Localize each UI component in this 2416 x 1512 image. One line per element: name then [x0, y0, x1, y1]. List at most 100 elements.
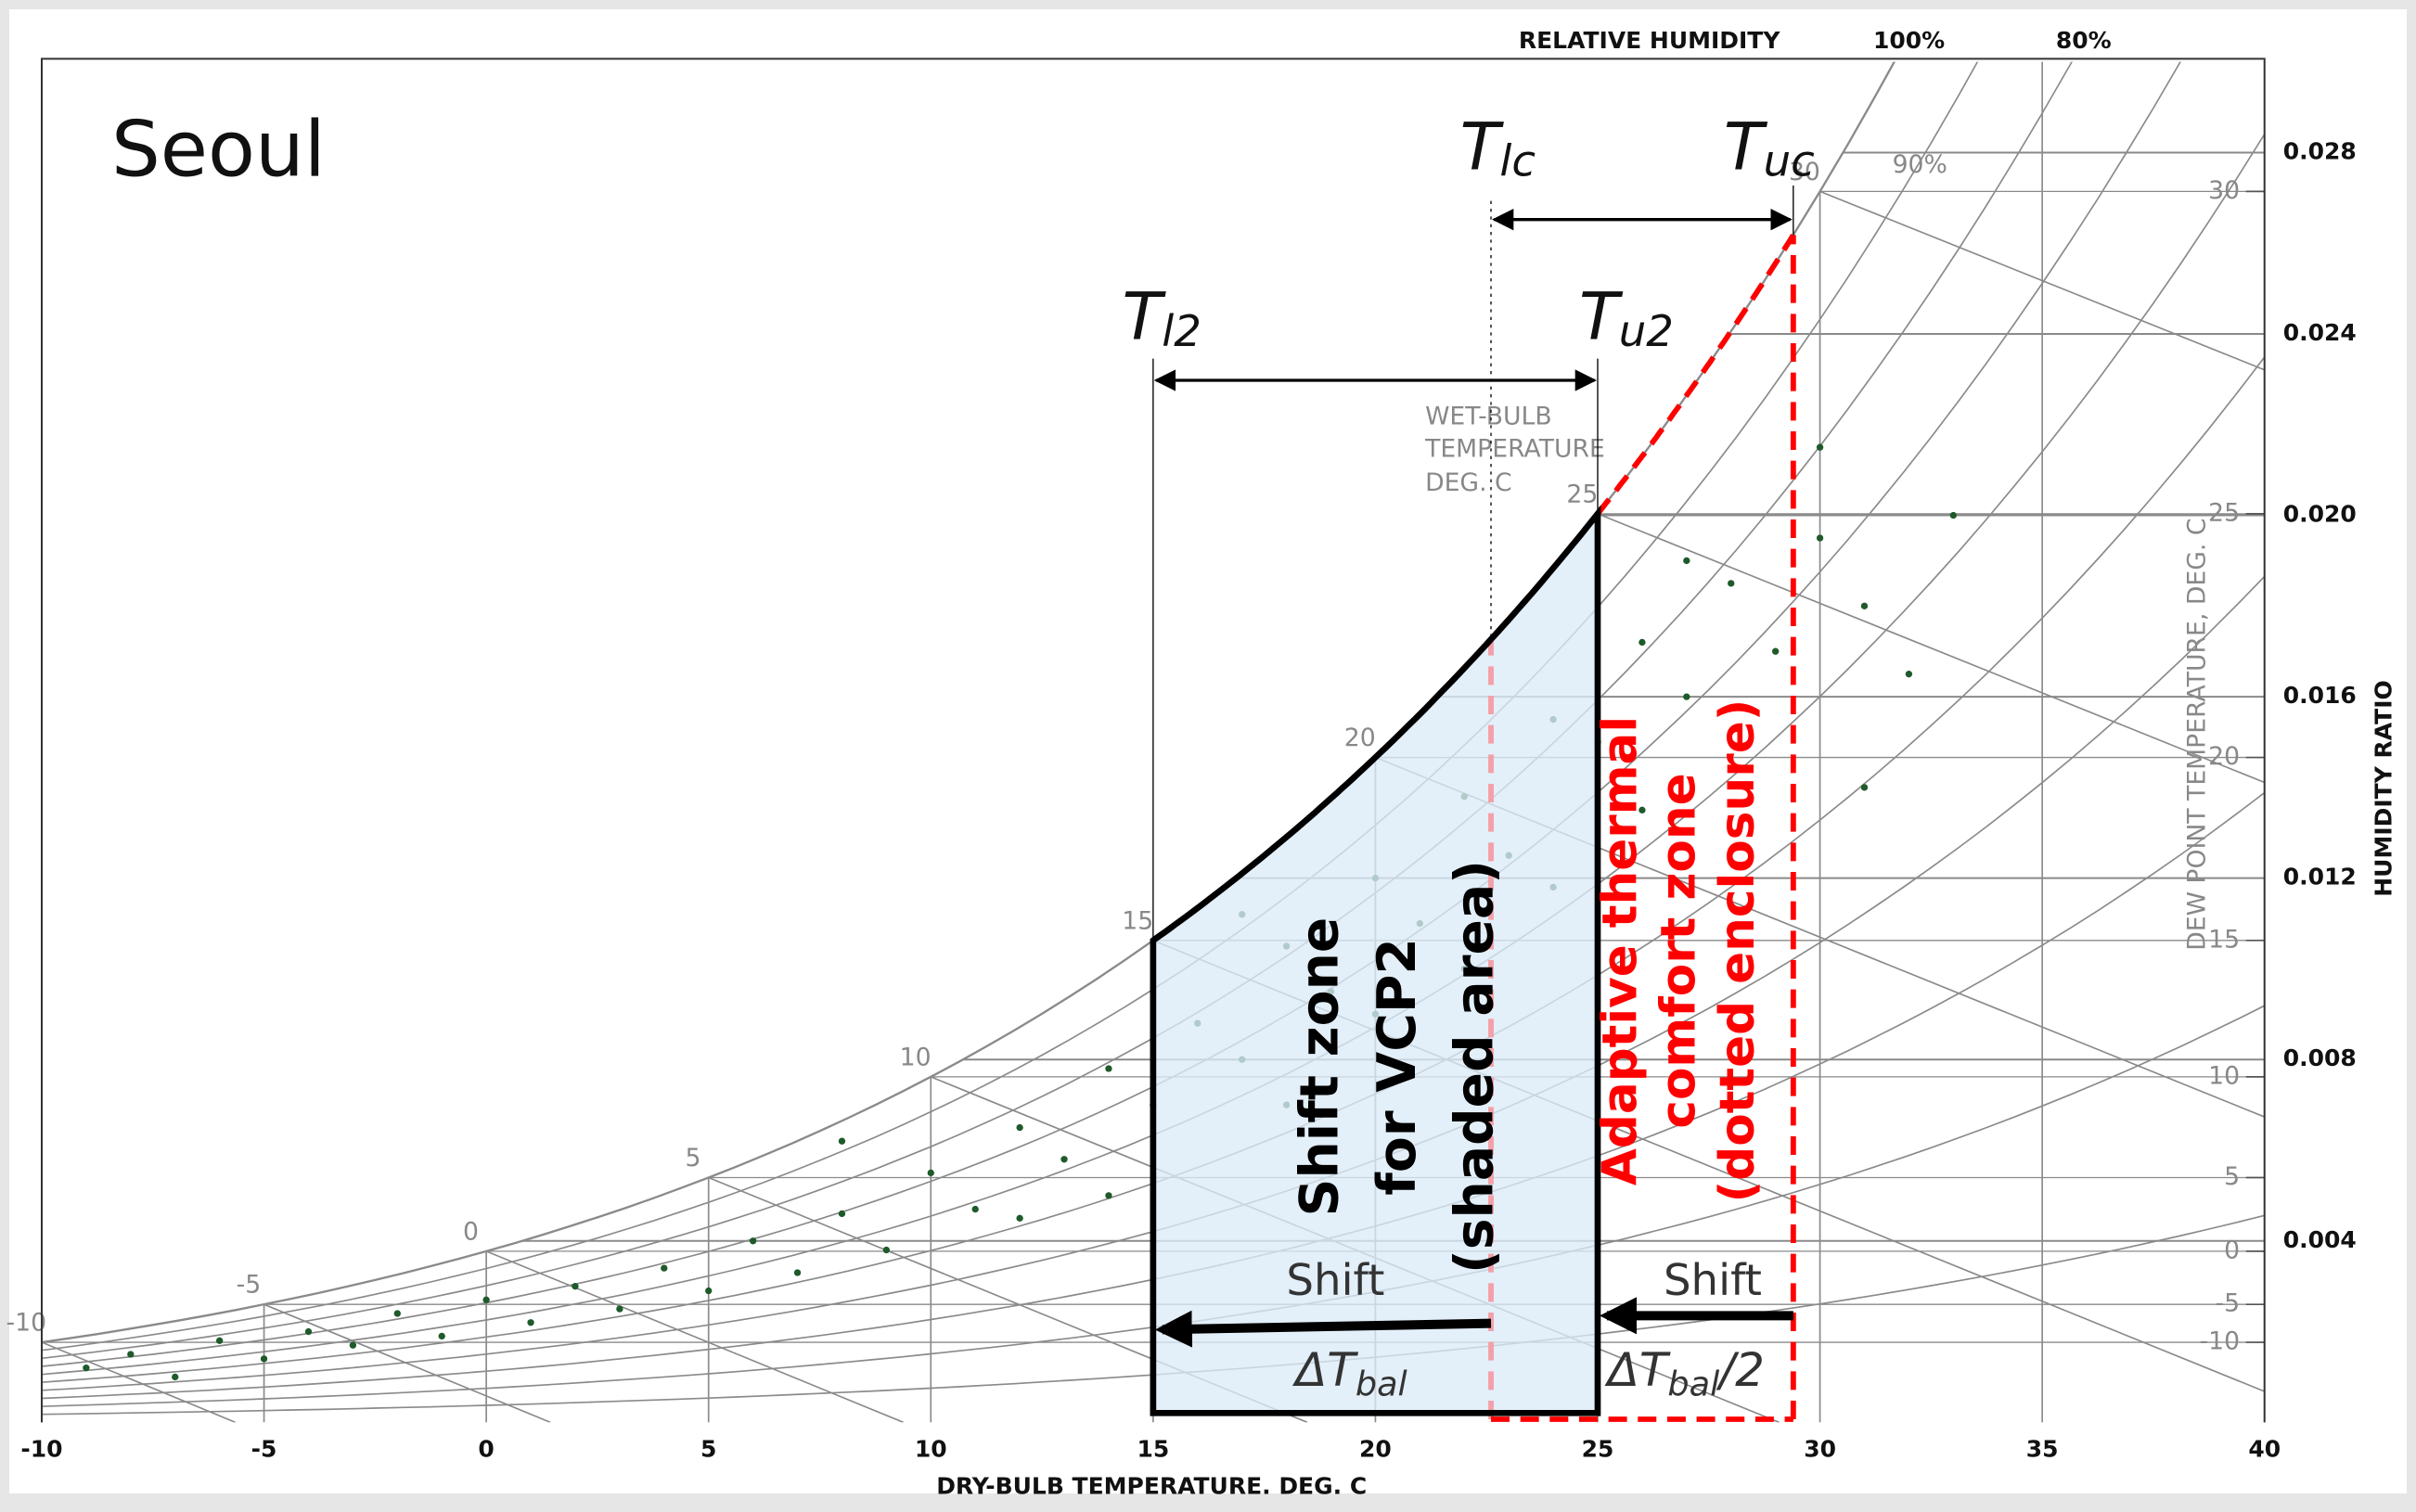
data-point — [260, 1355, 268, 1363]
delta-sub: bal — [1356, 1364, 1407, 1403]
x-tick-label: 20 — [1359, 1435, 1392, 1462]
rh-label: 90% — [1893, 150, 1947, 179]
rh-label: 80% — [2056, 27, 2112, 54]
x-tick-label: -5 — [251, 1435, 277, 1462]
delta-suffix: /2 — [1716, 1342, 1765, 1396]
y-tick-label: 0.012 — [2283, 864, 2357, 891]
wet-bulb-label: -10 — [6, 1309, 47, 1338]
delta-main: ΔT — [1292, 1342, 1358, 1396]
chart-title: Seoul — [111, 105, 326, 195]
comfort-zone-label: (dotted enclosure) — [1710, 699, 1766, 1203]
data-point — [1949, 511, 1957, 519]
data-point — [1639, 806, 1646, 814]
data-point — [927, 1169, 934, 1177]
rh-title: RELATIVE HUMIDITY — [1519, 27, 1780, 54]
wet-bulb-label: 15 — [1122, 906, 1153, 935]
limit-label: Tuc — [1724, 109, 1815, 186]
data-point — [172, 1373, 179, 1381]
data-point — [838, 1210, 846, 1218]
limit-label-sub: lc — [1499, 136, 1536, 186]
wet-bulb-line — [41, 1341, 237, 1423]
wet-bulb-line — [263, 1303, 551, 1423]
shift-zone-label: for VCP2 — [1367, 938, 1428, 1196]
y2-axis-label: DEW POINT TEMPERATURE, DEG. C — [2183, 519, 2212, 951]
y-tick-label: 0.008 — [2283, 1044, 2357, 1071]
data-point — [393, 1310, 401, 1317]
data-point — [127, 1351, 135, 1358]
data-point — [1105, 1192, 1112, 1199]
data-point — [1728, 580, 1735, 587]
data-point — [304, 1327, 313, 1336]
comfort-zone-label: Adaptive thermal — [1592, 716, 1648, 1185]
y-tick-label: 0.016 — [2283, 682, 2357, 709]
data-point — [705, 1287, 713, 1295]
limit-label-main: T — [1123, 279, 1167, 355]
wet-bulb-title: WET-BULB — [1425, 402, 1552, 430]
x-tick-label: 30 — [1804, 1435, 1836, 1462]
limit-label-sub: u2 — [1619, 306, 1674, 356]
y-axis-label: HUMIDITY RATIO — [2371, 680, 2397, 896]
data-point — [1016, 1123, 1023, 1132]
data-point — [215, 1337, 224, 1344]
wet-bulb-line — [485, 1250, 904, 1423]
y2-tick-label: 30 — [2208, 176, 2240, 205]
limit-label-sub: uc — [1764, 136, 1815, 186]
x-tick-label: 10 — [915, 1435, 947, 1462]
limit-label-main: T — [1579, 279, 1624, 355]
shift-zone-outline — [1150, 505, 1601, 1416]
data-point — [1905, 671, 1913, 678]
limit-label-main: T — [1460, 109, 1505, 185]
shift-zone-label: Shift zone — [1290, 917, 1351, 1217]
data-point — [527, 1319, 534, 1326]
limit-label: Tu2 — [1579, 279, 1674, 357]
data-point — [882, 1246, 891, 1254]
rh-label: 100% — [1873, 27, 1945, 54]
wet-bulb-label: 10 — [900, 1043, 932, 1071]
data-point — [661, 1264, 668, 1272]
comfort-top — [1595, 233, 1796, 516]
x-tick-label: 0 — [478, 1435, 494, 1462]
y2-tick-label: 0 — [2224, 1236, 2240, 1264]
delta-label: ΔTbal/2 — [1604, 1342, 1765, 1403]
data-point — [1860, 602, 1869, 609]
x-tick-label: 25 — [1582, 1435, 1614, 1462]
y2-tick-label: 5 — [2224, 1162, 2240, 1191]
comfort-zone-label: comfort zone — [1651, 773, 1707, 1128]
data-point — [438, 1332, 445, 1340]
limit-label-sub: l2 — [1162, 306, 1202, 356]
data-point — [482, 1296, 490, 1303]
wet-bulb-line — [1375, 756, 2265, 1118]
shift-zone-fill — [1152, 513, 1599, 1414]
y-tick-label: 0.020 — [2283, 501, 2357, 528]
limit-label: Tlc — [1460, 109, 1536, 186]
wet-bulb-label: 0 — [463, 1217, 479, 1246]
x-tick-label: 15 — [1137, 1435, 1169, 1462]
wet-bulb-label: -5 — [237, 1271, 262, 1300]
wet-bulb-title: TEMPERATURE — [1424, 434, 1605, 463]
y2-tick-label: -10 — [2200, 1327, 2241, 1356]
shift-label: Shift — [1664, 1256, 1762, 1306]
x-tick-label: 40 — [2248, 1435, 2281, 1462]
data-point — [572, 1283, 579, 1290]
y2-tick-label: 15 — [2208, 925, 2240, 954]
data-point — [749, 1237, 757, 1245]
x-axis-label: DRY-BULB TEMPERATURE. DEG. C — [936, 1472, 1367, 1499]
wet-bulb-label: 30 — [1789, 158, 1820, 186]
wet-bulb-label: 5 — [686, 1144, 701, 1172]
x-tick-label: 35 — [2026, 1435, 2059, 1462]
wet-bulb-label: 20 — [1344, 724, 1376, 752]
wet-bulb-label: 25 — [1566, 480, 1598, 508]
data-point — [616, 1305, 623, 1313]
data-point — [83, 1365, 90, 1372]
plot-frame — [40, 58, 2266, 1423]
y2-tick-label: -5 — [2215, 1289, 2240, 1318]
delta-main: ΔT — [1604, 1342, 1671, 1396]
data-point — [1683, 557, 1690, 565]
wet-bulb-line — [1597, 513, 2265, 784]
shift-arrow — [1154, 1310, 1492, 1348]
data-point — [349, 1341, 357, 1349]
data-point — [1016, 1214, 1023, 1222]
shift-label: Shift — [1286, 1256, 1384, 1306]
